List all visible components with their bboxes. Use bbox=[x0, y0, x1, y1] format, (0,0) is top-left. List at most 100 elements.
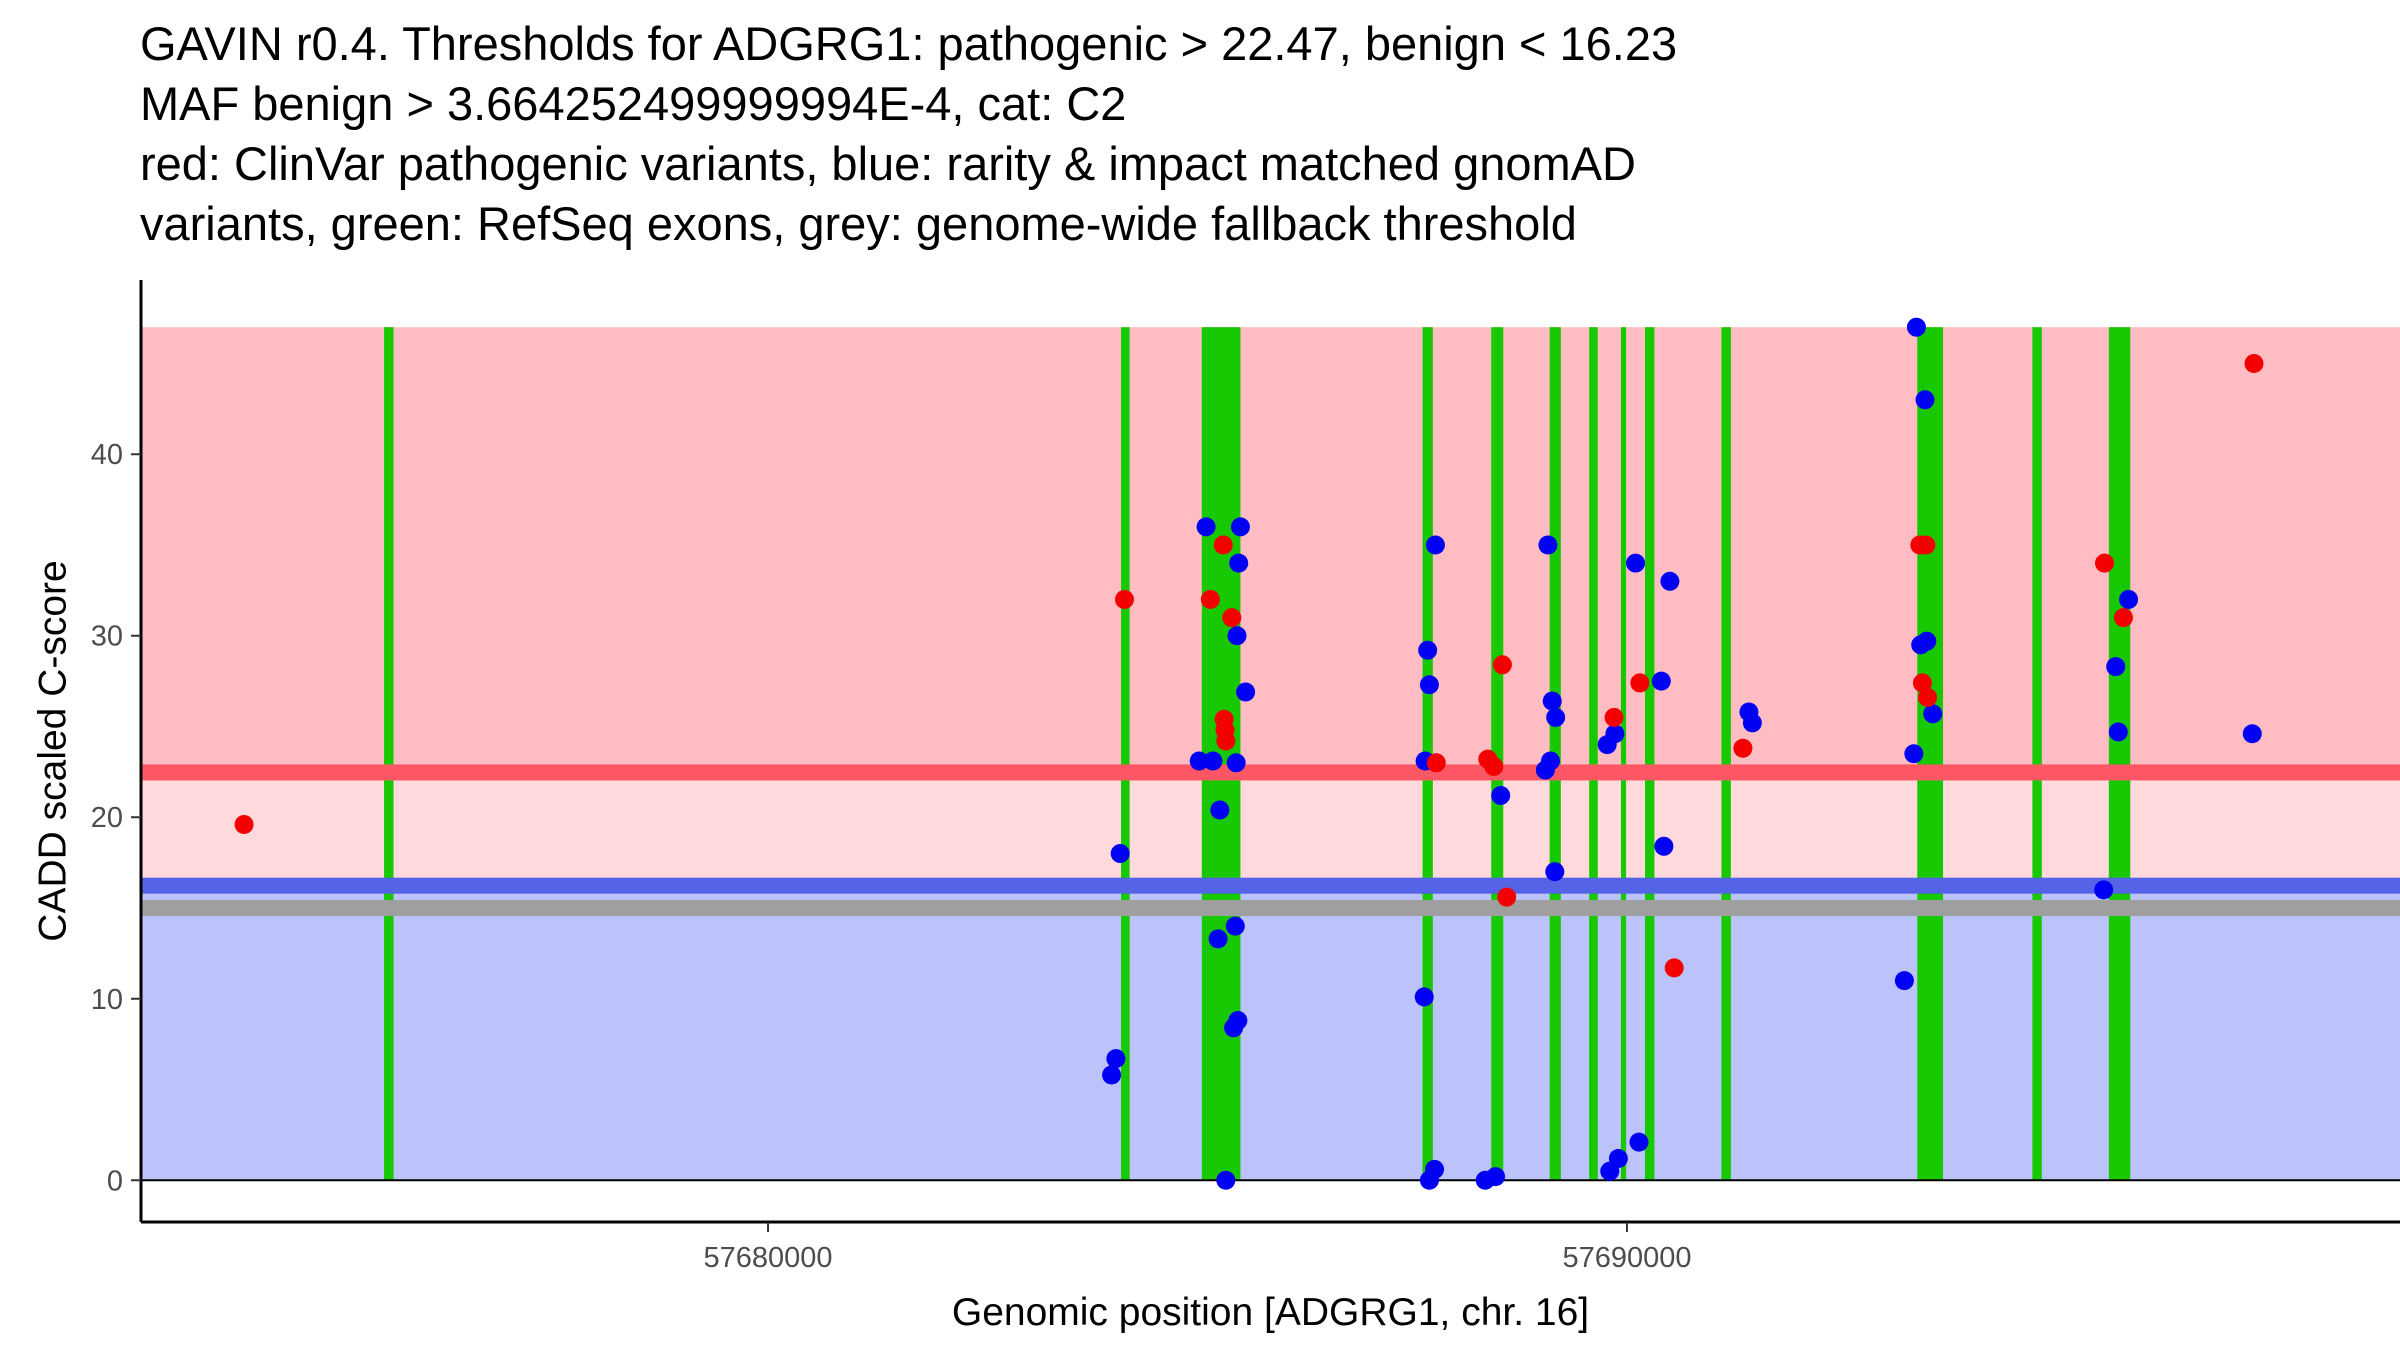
gnomad-point bbox=[1546, 707, 1566, 727]
exon-bar bbox=[1644, 327, 1655, 1181]
gnomad-point bbox=[1894, 971, 1914, 991]
title-line-4: variants, green: RefSeq exons, grey: gen… bbox=[140, 197, 1577, 250]
gnomad-point bbox=[1545, 862, 1565, 882]
clinvar-point bbox=[1630, 673, 1650, 693]
gnomad-point bbox=[1210, 800, 1230, 820]
clinvar-point bbox=[1216, 731, 1236, 751]
gnomad-point bbox=[1923, 704, 1943, 724]
gnomad-point bbox=[1904, 744, 1924, 764]
axes: 0 10 20 30 40 57680000 57690000 bbox=[91, 280, 2400, 1274]
gnomad-point bbox=[1230, 517, 1250, 537]
exon-bar bbox=[2032, 327, 2042, 1181]
gnomad-point bbox=[1225, 916, 1245, 936]
clinvar-point bbox=[1492, 655, 1512, 675]
title-line-2: MAF benign > 3.664252499999994E-4, cat: … bbox=[140, 77, 1127, 130]
threshold-lines bbox=[141, 764, 2400, 1182]
gnomad-point bbox=[1208, 929, 1228, 949]
pathogenic-region bbox=[141, 327, 2400, 773]
gnomad-point bbox=[1419, 675, 1439, 695]
gnomad-point bbox=[1651, 671, 1671, 691]
gnomad-point bbox=[1915, 390, 1935, 410]
gnomad-point bbox=[1189, 751, 1209, 771]
gnomad-point bbox=[1660, 571, 1680, 591]
gnomad-point bbox=[1917, 631, 1937, 651]
gnomad-point bbox=[1102, 1065, 1122, 1085]
benign-threshold-line bbox=[141, 877, 2400, 894]
gnomad-point bbox=[1110, 844, 1130, 864]
gnomad-point bbox=[2108, 722, 2128, 742]
clinvar-point bbox=[1426, 753, 1446, 773]
gnomad-point bbox=[1414, 987, 1434, 1007]
gnomad-point bbox=[1196, 517, 1216, 537]
gnomad-point bbox=[1541, 751, 1561, 771]
x-axis-title: Genomic position [ADGRG1, chr. 16] bbox=[952, 1291, 1589, 1334]
gnomad-point bbox=[1203, 751, 1223, 771]
gnomad-point bbox=[1425, 1159, 1445, 1179]
clinvar-point bbox=[1200, 589, 1220, 609]
title-line-3: red: ClinVar pathogenic variants, blue: … bbox=[140, 137, 1636, 190]
gnomad-point bbox=[2094, 880, 2114, 900]
exon-bar bbox=[1721, 327, 1731, 1181]
clinvar-point bbox=[1222, 608, 1242, 628]
clinvar-point bbox=[2095, 553, 2115, 573]
gnomad-point bbox=[1418, 640, 1438, 660]
gnomad-point bbox=[1629, 1132, 1649, 1152]
title-line-1: GAVIN r0.4. Thresholds for ADGRG1: patho… bbox=[140, 17, 1678, 70]
clinvar-point bbox=[2113, 608, 2133, 628]
clinvar-point bbox=[1497, 887, 1517, 907]
x-tick-label: 57680000 bbox=[704, 1242, 833, 1274]
exon-bar bbox=[1620, 327, 1627, 1181]
pathogenic-threshold-line bbox=[141, 764, 2400, 781]
gnomad-point bbox=[1742, 713, 1762, 733]
threshold-regions bbox=[141, 327, 2400, 1181]
gnomad-point bbox=[1236, 682, 1256, 702]
gnomad-point bbox=[1216, 1170, 1236, 1190]
gnomad-point bbox=[1227, 626, 1247, 646]
clinvar-point bbox=[1664, 958, 1684, 978]
gnomad-point bbox=[1538, 535, 1558, 555]
gnomad-point bbox=[2119, 589, 2139, 609]
y-tick-label: 30 bbox=[91, 621, 123, 653]
clinvar-point bbox=[1733, 738, 1753, 758]
gnomad-point bbox=[1626, 553, 1646, 573]
gnomad-point bbox=[1605, 724, 1625, 744]
y-tick-label: 20 bbox=[91, 802, 123, 834]
intermediate-region bbox=[141, 772, 2400, 886]
gnomad-point bbox=[1229, 553, 1249, 573]
exon-bar bbox=[384, 327, 394, 1181]
gnomad-point bbox=[1608, 1148, 1628, 1168]
gnomad-point bbox=[1654, 836, 1674, 856]
exon-bar bbox=[1121, 327, 1130, 1181]
x-tick-label: 57690000 bbox=[1562, 1242, 1691, 1274]
benign-region bbox=[141, 885, 2400, 1181]
gnomad-point bbox=[1106, 1049, 1126, 1069]
gnomad-point bbox=[1228, 1011, 1248, 1031]
y-tick-label: 0 bbox=[107, 1165, 123, 1197]
gnomad-point bbox=[1906, 317, 1926, 337]
gnomad-point bbox=[1425, 535, 1445, 555]
gnomad-point bbox=[1491, 785, 1511, 805]
gnomad-point bbox=[1226, 753, 1246, 773]
y-tick-label: 10 bbox=[91, 984, 123, 1016]
clinvar-point bbox=[1604, 707, 1624, 727]
clinvar-point bbox=[1912, 673, 1932, 693]
clinvar-point bbox=[1114, 589, 1134, 609]
exon-bar bbox=[1491, 327, 1504, 1181]
y-tick-label: 40 bbox=[91, 439, 123, 471]
chart-title: GAVIN r0.4. Thresholds for ADGRG1: patho… bbox=[140, 14, 1677, 254]
clinvar-point bbox=[2244, 353, 2264, 373]
clinvar-point bbox=[1484, 756, 1504, 776]
exon-bar bbox=[2108, 327, 2131, 1181]
clinvar-point bbox=[1916, 535, 1936, 555]
gnomad-point bbox=[1486, 1167, 1506, 1187]
exon-bars bbox=[384, 327, 2131, 1181]
variant-points bbox=[234, 317, 2264, 1190]
y-axis-title: CADD scaled C-score bbox=[32, 560, 75, 941]
gnomad-point bbox=[2242, 724, 2262, 744]
gnomad-point bbox=[1542, 691, 1562, 711]
clinvar-point bbox=[1213, 535, 1233, 555]
gnomad-point bbox=[2106, 657, 2126, 677]
clinvar-point bbox=[1918, 687, 1938, 707]
fallback-threshold-line bbox=[141, 900, 2400, 916]
